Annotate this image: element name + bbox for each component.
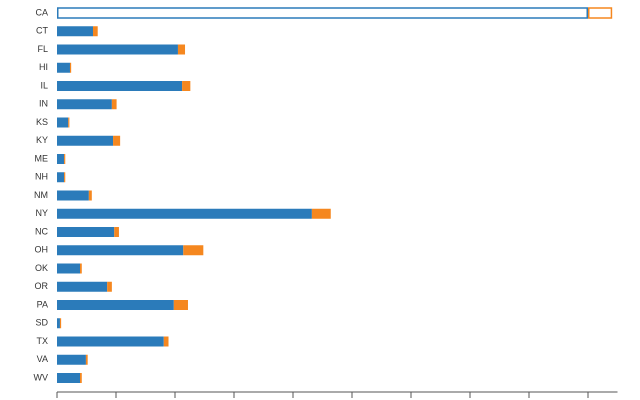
- bar-segment[interactable]: [57, 354, 86, 365]
- y-tick-label: FL: [37, 44, 48, 54]
- bar-segment[interactable]: [57, 7, 588, 19]
- y-tick-label: NM: [34, 190, 48, 200]
- bar-segment[interactable]: [57, 318, 60, 329]
- y-tick-label: PA: [37, 299, 48, 309]
- bar-segment[interactable]: [57, 44, 178, 55]
- y-tick-label: HI: [39, 62, 48, 72]
- y-tick-label: IN: [39, 99, 48, 109]
- y-tick-label: KS: [36, 117, 48, 127]
- bar-segment[interactable]: [177, 44, 186, 55]
- y-tick-label: CT: [36, 26, 48, 36]
- y-tick-label: TX: [36, 336, 48, 346]
- y-tick-label: NY: [35, 208, 48, 218]
- bar-segment[interactable]: [69, 62, 72, 73]
- bar-segment[interactable]: [183, 245, 204, 256]
- y-tick-label: OK: [35, 263, 48, 273]
- bar-segment[interactable]: [57, 208, 312, 219]
- bar-segment[interactable]: [80, 263, 82, 274]
- bar-segment[interactable]: [92, 26, 98, 37]
- bar-segment[interactable]: [163, 336, 169, 347]
- bar-segment[interactable]: [107, 281, 112, 292]
- bar-segment[interactable]: [57, 245, 184, 256]
- y-tick-label: CA: [35, 7, 48, 17]
- bar-segment[interactable]: [88, 190, 92, 201]
- y-tick-label: KY: [36, 135, 48, 145]
- bar-segment[interactable]: [57, 154, 65, 164]
- bar-segment[interactable]: [57, 117, 69, 128]
- bar-segment[interactable]: [64, 172, 66, 183]
- bar-segment[interactable]: [64, 154, 66, 164]
- bar-segment[interactable]: [114, 227, 119, 237]
- bar-segment[interactable]: [57, 135, 114, 146]
- bar-segment[interactable]: [57, 300, 174, 310]
- bar-segment[interactable]: [57, 281, 108, 292]
- y-tick-label: ME: [35, 153, 49, 163]
- bar-segment[interactable]: [311, 208, 331, 219]
- bar-segment[interactable]: [57, 336, 164, 347]
- bar-segment[interactable]: [588, 7, 613, 19]
- y-tick-label: SD: [35, 318, 48, 328]
- y-tick-label: IL: [40, 80, 48, 90]
- y-tick-label: WV: [34, 372, 49, 382]
- bar-segment[interactable]: [57, 190, 89, 201]
- bar-segment[interactable]: [57, 81, 183, 91]
- bar-segment[interactable]: [57, 26, 93, 37]
- bar-segment[interactable]: [57, 99, 112, 110]
- bar-segment[interactable]: [57, 172, 65, 183]
- bar-segment[interactable]: [57, 62, 70, 73]
- y-tick-label: VA: [37, 354, 48, 364]
- bar-segment[interactable]: [59, 318, 62, 329]
- bar-segment[interactable]: [57, 373, 81, 383]
- bar-segment[interactable]: [68, 117, 70, 128]
- bar-segment[interactable]: [111, 99, 117, 110]
- y-tick-label: NH: [35, 172, 48, 182]
- y-tick-label: OR: [35, 281, 49, 291]
- bar-segment[interactable]: [173, 300, 188, 310]
- y-tick-label: OH: [35, 245, 49, 255]
- bar-segment[interactable]: [80, 373, 82, 383]
- bar-segment[interactable]: [182, 81, 191, 91]
- bar-segment[interactable]: [113, 135, 121, 146]
- y-tick-label: NC: [35, 226, 48, 236]
- bar-segment[interactable]: [57, 263, 81, 274]
- bar-segment[interactable]: [85, 354, 88, 365]
- bar-segment[interactable]: [57, 227, 115, 237]
